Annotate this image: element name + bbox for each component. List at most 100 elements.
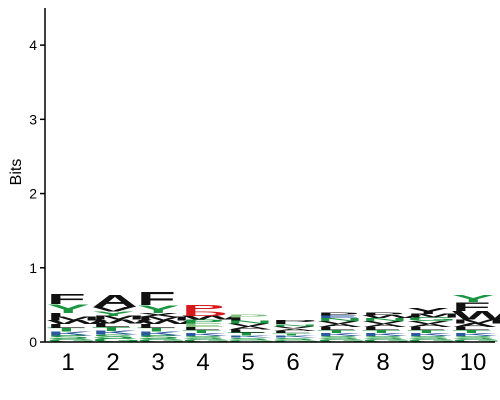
logo-letter: N bbox=[227, 320, 273, 325]
x-tick-label-9: 9 bbox=[421, 349, 434, 376]
logo-letter: M bbox=[407, 313, 460, 319]
logo-letter: T bbox=[272, 333, 312, 336]
logo-letter: F bbox=[47, 291, 86, 307]
logo-letter: K bbox=[272, 335, 319, 338]
logo-letter: K bbox=[362, 332, 409, 337]
logo-letter: G bbox=[452, 338, 500, 343]
logo-letter: S bbox=[272, 337, 314, 340]
logo-letter: P bbox=[317, 312, 359, 317]
logo-letter: T bbox=[362, 329, 402, 334]
logo-letter: P bbox=[362, 312, 404, 317]
logo-letter: A bbox=[272, 328, 318, 331]
logo-letter: L bbox=[407, 326, 446, 331]
logo-letter: R bbox=[272, 319, 318, 322]
y-tick-label-1: 1 bbox=[29, 260, 37, 276]
x-axis: 1 2 3 4 5 6 7 8 9 10 bbox=[45, 341, 495, 376]
logo-stacks: GSKTLWMIYFGSKTLWMYVAGSKTLWMXYFGSKTLEPWDP… bbox=[47, 288, 500, 343]
logo-letter: W bbox=[182, 315, 243, 321]
logo-letter: K bbox=[92, 330, 139, 336]
logo-letter: L bbox=[92, 322, 131, 328]
logo-letter: A bbox=[227, 326, 273, 331]
logo-letter: Y bbox=[92, 310, 134, 317]
logo-letter: V bbox=[272, 326, 314, 329]
logo-letter: L bbox=[362, 326, 401, 331]
logo-letter: D bbox=[182, 310, 228, 317]
logo-letter: W bbox=[137, 320, 198, 326]
logo-letter: P bbox=[182, 319, 224, 325]
x-tick-label-5: 5 bbox=[241, 349, 254, 376]
y-tick-label-4: 4 bbox=[29, 37, 37, 53]
logo-letter: K bbox=[137, 331, 184, 337]
logo-letter: S bbox=[137, 334, 179, 340]
y-axis: 0 1 2 3 4 bbox=[29, 8, 46, 350]
logo-letter: L bbox=[227, 329, 266, 334]
logo-letter: S bbox=[92, 334, 134, 340]
logo-letter: K bbox=[227, 335, 274, 338]
logo-letter: A bbox=[317, 323, 363, 328]
logo-letter: M bbox=[137, 316, 190, 322]
logo-letter: S bbox=[362, 335, 404, 340]
x-tick-label-10: 10 bbox=[460, 349, 487, 376]
logo-letter: W bbox=[92, 319, 153, 325]
logo-letter: L bbox=[182, 326, 221, 331]
logo-letter: Y bbox=[137, 303, 179, 316]
logo-letter: N bbox=[317, 317, 363, 322]
logo-letter: L bbox=[272, 330, 311, 333]
x-tick-label-8: 8 bbox=[376, 349, 389, 376]
logo-letter: K bbox=[182, 332, 229, 337]
logo-letter: V bbox=[227, 323, 269, 328]
logo-letter: V bbox=[362, 320, 404, 325]
logo-letter: T bbox=[92, 326, 131, 332]
logo-letter: S bbox=[182, 335, 224, 340]
logo-letter: M bbox=[47, 316, 100, 322]
logo-letter: T bbox=[227, 332, 267, 337]
logo-letter: V bbox=[92, 306, 134, 313]
y-tick-label-2: 2 bbox=[29, 186, 37, 202]
logo-letter: Y bbox=[407, 306, 449, 315]
logo-letter: V bbox=[407, 320, 449, 325]
logo-letter: K bbox=[407, 332, 454, 337]
logo-letter: K bbox=[452, 332, 499, 337]
logo-letter: V bbox=[317, 320, 359, 325]
logo-letter: X bbox=[137, 312, 179, 318]
logo-letter: P bbox=[182, 303, 224, 313]
logo-letter: G bbox=[47, 338, 97, 343]
logo-letter: A bbox=[452, 322, 498, 328]
logo-letter: E bbox=[317, 315, 359, 320]
logo-letter: T bbox=[452, 329, 492, 334]
logo-letter: S bbox=[452, 335, 494, 340]
y-tick-label-0: 0 bbox=[29, 334, 37, 350]
logo-letter: L bbox=[317, 326, 356, 331]
logo-letter: M bbox=[452, 319, 500, 325]
logo-letter: P bbox=[227, 314, 269, 319]
x-tick-label-3: 3 bbox=[151, 349, 164, 376]
logo-letter: I bbox=[272, 321, 290, 324]
y-axis-title: Bits bbox=[8, 159, 25, 186]
logo-letter: L bbox=[137, 323, 176, 329]
logo-letter: F bbox=[137, 288, 176, 309]
logo-letter: A bbox=[362, 323, 408, 328]
logo-letter: L bbox=[452, 326, 491, 331]
logo-letter: A bbox=[92, 291, 138, 311]
logo-letter: K bbox=[47, 331, 94, 337]
stack-position-10: GSKTLAMWFY bbox=[452, 293, 500, 343]
logo-letter: T bbox=[182, 329, 222, 334]
logo-letter: G bbox=[407, 317, 456, 323]
logo-letter: G bbox=[137, 338, 187, 343]
logo-letter: G bbox=[227, 339, 277, 342]
logo-letter: S bbox=[227, 337, 269, 340]
logo-letter: I bbox=[227, 317, 245, 322]
logo-letter: N bbox=[362, 317, 408, 322]
logo-letter: M bbox=[92, 315, 145, 321]
logo-letter: T bbox=[137, 327, 176, 333]
logo-letter: G bbox=[362, 338, 412, 343]
logo-letter: F bbox=[452, 300, 491, 314]
